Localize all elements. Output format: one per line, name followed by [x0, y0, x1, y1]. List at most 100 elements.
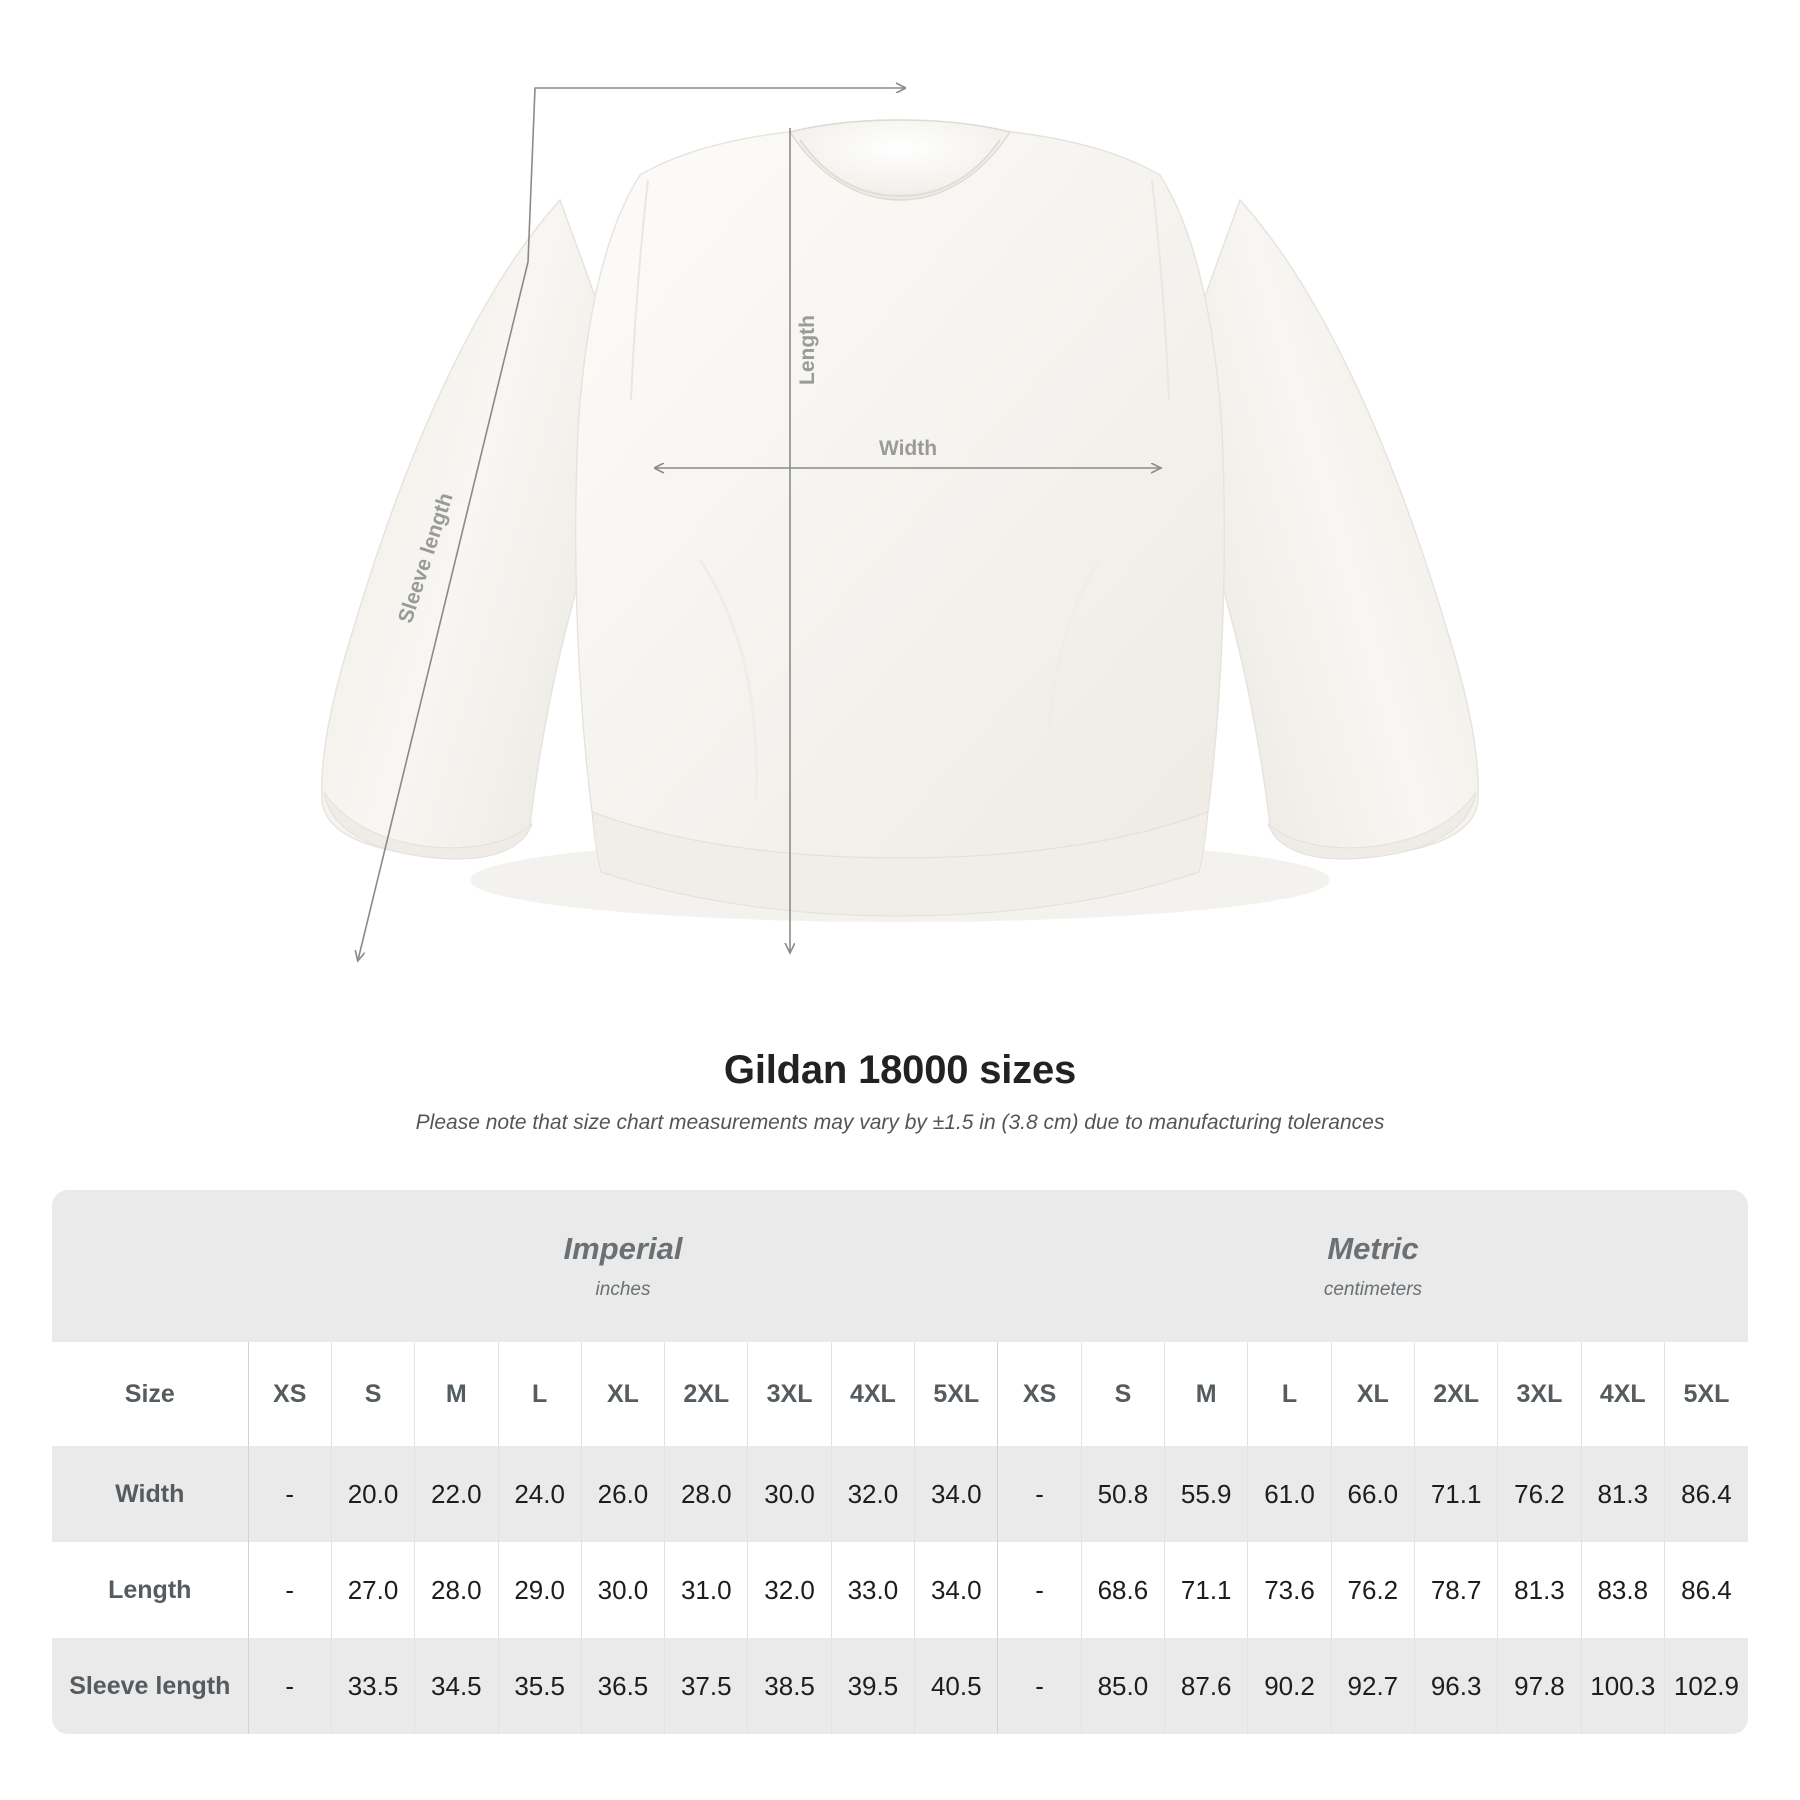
- unit-imperial-sub: inches: [595, 1279, 651, 1300]
- width-label: Width: [879, 437, 937, 460]
- product-illustration: Length Width Sleeve length: [321, 0, 1479, 1040]
- cell-width-metric-xs: -: [997, 1446, 1082, 1542]
- cell-sleeve-imperial-xs: -: [247, 1638, 332, 1734]
- cell-sleeve-metric-5xl: 102.9: [1663, 1638, 1748, 1734]
- table-row: Width - 20.0 22.0 24.0 26.0 28.0 30.0 32…: [52, 1446, 1748, 1542]
- cell-width-metric-xl: 66.0: [1330, 1446, 1415, 1542]
- cell-width-imperial-4xl: 32.0: [830, 1446, 915, 1542]
- cell-width-metric-2xl: 71.1: [1413, 1446, 1498, 1542]
- header-metric-m: M: [1164, 1342, 1248, 1446]
- right-cuff: [1266, 791, 1477, 860]
- header-imperial-xl: XL: [580, 1342, 665, 1446]
- cell-sleeve-imperial-2xl: 37.5: [664, 1638, 748, 1734]
- cell-width-imperial-l: 24.0: [497, 1446, 582, 1542]
- cell-width-metric-s: 50.8: [1080, 1446, 1165, 1542]
- cell-length-metric-3xl: 81.3: [1497, 1542, 1582, 1638]
- cell-length-metric-2xl: 78.7: [1413, 1542, 1498, 1638]
- header-imperial-4xl: 4XL: [830, 1342, 915, 1446]
- header-imperial-5xl: 5XL: [914, 1342, 998, 1446]
- row-label-width: Width: [52, 1446, 249, 1542]
- fabric-fold: [1046, 559, 1102, 801]
- header-metric-l: L: [1247, 1342, 1332, 1446]
- cell-sleeve-imperial-m: 34.5: [414, 1638, 498, 1734]
- unit-imperial-name: Imperial: [563, 1231, 683, 1266]
- cell-width-metric-5xl: 86.4: [1663, 1446, 1748, 1542]
- length-label: Length: [796, 315, 819, 385]
- cell-width-metric-3xl: 76.2: [1497, 1446, 1582, 1542]
- cell-length-imperial-3xl: 32.0: [747, 1542, 832, 1638]
- header-metric-xs: XS: [997, 1342, 1082, 1446]
- header-imperial-xs: XS: [247, 1342, 332, 1446]
- cell-width-imperial-xs: -: [247, 1446, 332, 1542]
- cell-length-metric-xs: -: [997, 1542, 1082, 1638]
- size-table-wrap: Imperial inches Metric centimeters Size …: [52, 1190, 1748, 1734]
- header-metric-5xl: 5XL: [1663, 1342, 1748, 1446]
- header-size-label: Size: [52, 1342, 249, 1446]
- cell-sleeve-imperial-xl: 36.5: [580, 1638, 665, 1734]
- header-metric-3xl: 3XL: [1497, 1342, 1582, 1446]
- cell-length-imperial-s: 27.0: [330, 1542, 415, 1638]
- sweatshirt-diagram: Length Width Sleeve length: [321, 0, 1479, 1040]
- cell-sleeve-metric-l: 90.2: [1247, 1638, 1332, 1734]
- row-label-sleeve-length: Sleeve length: [52, 1638, 249, 1734]
- header-metric-4xl: 4XL: [1580, 1342, 1665, 1446]
- tolerance-note: Please note that size chart measurements…: [415, 1111, 1385, 1134]
- header-metric-s: S: [1080, 1342, 1165, 1446]
- cell-sleeve-imperial-4xl: 39.5: [830, 1638, 915, 1734]
- cell-sleeve-metric-xs: -: [997, 1638, 1082, 1734]
- cell-length-imperial-xl: 30.0: [580, 1542, 665, 1638]
- unit-group-metric: Metric centimeters: [997, 1190, 1748, 1342]
- cell-length-imperial-m: 28.0: [414, 1542, 498, 1638]
- cell-sleeve-imperial-s: 33.5: [330, 1638, 415, 1734]
- cell-sleeve-metric-3xl: 97.8: [1497, 1638, 1582, 1734]
- cell-length-imperial-l: 29.0: [497, 1542, 582, 1638]
- page-title: Gildan 18000 sizes: [723, 1048, 1077, 1092]
- unit-metric-sub: centimeters: [1323, 1279, 1423, 1300]
- cell-width-imperial-2xl: 28.0: [664, 1446, 748, 1542]
- cell-length-metric-l: 73.6: [1247, 1542, 1332, 1638]
- table-header-row: Size XS S M L XL 2XL 3XL 4XL 5XL XS S M …: [52, 1342, 1748, 1446]
- sleeve-length-measure-line: [358, 88, 905, 960]
- table-row: Sleeve length - 33.5 34.5 35.5 36.5 37.5…: [52, 1638, 1748, 1734]
- unit-group-imperial: Imperial inches: [248, 1190, 998, 1342]
- cell-length-imperial-xs: -: [247, 1542, 332, 1638]
- cell-length-imperial-2xl: 31.0: [664, 1542, 748, 1638]
- cell-length-imperial-5xl: 34.0: [914, 1542, 998, 1638]
- cell-width-imperial-m: 22.0: [414, 1446, 498, 1542]
- cell-length-metric-xl: 76.2: [1330, 1542, 1415, 1638]
- header-imperial-l: L: [497, 1342, 582, 1446]
- cell-sleeve-metric-m: 87.6: [1164, 1638, 1248, 1734]
- cell-width-metric-m: 55.9: [1164, 1446, 1248, 1542]
- cell-length-metric-5xl: 86.4: [1663, 1542, 1748, 1638]
- table-row: Length - 27.0 28.0 29.0 30.0 31.0 32.0 3…: [52, 1542, 1748, 1638]
- cell-width-metric-l: 61.0: [1247, 1446, 1332, 1542]
- unit-metric-name: Metric: [1327, 1231, 1419, 1266]
- right-sleeve: [1159, 198, 1479, 858]
- unit-band-spacer: [52, 1190, 249, 1342]
- cell-width-imperial-3xl: 30.0: [747, 1446, 832, 1542]
- header-metric-xl: XL: [1330, 1342, 1415, 1446]
- cell-sleeve-metric-xl: 92.7: [1330, 1638, 1415, 1734]
- header-metric-2xl: 2XL: [1413, 1342, 1498, 1446]
- cell-width-imperial-s: 20.0: [330, 1446, 415, 1542]
- cell-sleeve-imperial-5xl: 40.5: [914, 1638, 998, 1734]
- cell-length-imperial-4xl: 33.0: [830, 1542, 915, 1638]
- cell-length-metric-s: 68.6: [1080, 1542, 1165, 1638]
- cell-length-metric-m: 71.1: [1164, 1542, 1248, 1638]
- title-block: Gildan 18000 sizes Please note that size…: [0, 1048, 1800, 1135]
- cell-width-imperial-5xl: 34.0: [914, 1446, 998, 1542]
- cell-sleeve-metric-s: 85.0: [1080, 1638, 1165, 1734]
- right-shoulder-seam: [1151, 179, 1170, 401]
- header-imperial-m: M: [414, 1342, 498, 1446]
- unit-band-row: Imperial inches Metric centimeters: [52, 1190, 1748, 1342]
- size-table: Imperial inches Metric centimeters Size …: [52, 1190, 1748, 1734]
- cell-sleeve-metric-2xl: 96.3: [1413, 1638, 1498, 1734]
- cell-sleeve-metric-4xl: 100.3: [1580, 1638, 1665, 1734]
- cell-length-metric-4xl: 83.8: [1580, 1542, 1665, 1638]
- row-label-length: Length: [52, 1542, 249, 1638]
- cell-width-imperial-xl: 26.0: [580, 1446, 665, 1542]
- header-imperial-s: S: [330, 1342, 415, 1446]
- sweatshirt-body: [574, 125, 1226, 859]
- header-imperial-2xl: 2XL: [664, 1342, 748, 1446]
